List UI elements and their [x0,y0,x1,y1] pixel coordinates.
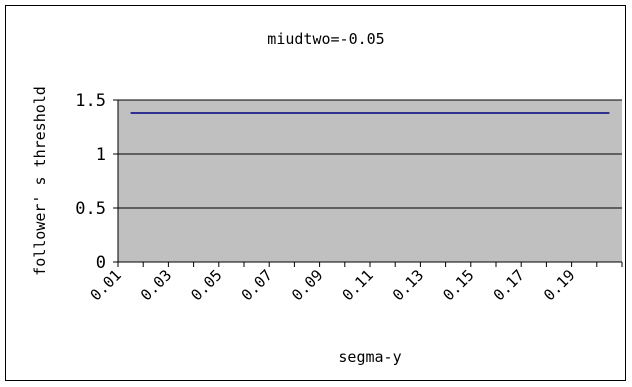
plot-area [118,100,622,262]
y-tick-label: 0.5 [75,199,106,219]
x-tick-label: 0.09 [288,266,326,304]
x-axis-label: segma-y [338,348,401,366]
x-tick-label: 0.03 [137,266,175,304]
x-tick-label: 0.19 [540,266,578,304]
chart-title: miudtwo=-0.05 [267,30,384,48]
x-tick-label: 0.13 [389,266,427,304]
y-tick-label: 0 [96,253,106,273]
x-tick-label: 0.05 [187,266,225,304]
x-tick-label: 0.07 [238,266,276,304]
x-tick-label: 0.11 [339,266,377,304]
y-tick-label: 1.5 [75,91,106,111]
y-axis-label: follower' s threshold [31,86,49,276]
x-tick-label: 0.15 [439,266,477,304]
y-tick-label: 1 [96,145,106,165]
x-tick-label: 0.01 [87,266,125,304]
x-tick-label: 0.17 [490,266,528,304]
